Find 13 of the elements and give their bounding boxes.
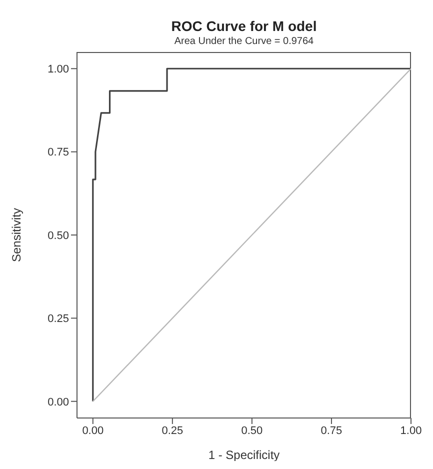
x-tick-label: 0.25	[162, 424, 184, 437]
y-tick-label: 0.50	[48, 230, 69, 242]
x-tick-label: 0.50	[241, 424, 263, 437]
x-tick-label: 0.00	[82, 424, 104, 437]
y-axis-title: Sensitivity	[9, 208, 24, 262]
y-tick-label: 0.75	[48, 146, 69, 159]
chart-title: ROC Curve for M odel	[170, 18, 318, 34]
y-tick-label: 0.25	[48, 313, 69, 326]
y-tick-label: 0.00	[48, 396, 69, 408]
chart-subtitle: Area Under the Curve = 0.9764	[173, 36, 315, 47]
x-tick-label: 1.00	[400, 424, 422, 437]
y-tick-label: 1.00	[48, 64, 69, 76]
x-tick-label: 0.75	[320, 424, 342, 437]
